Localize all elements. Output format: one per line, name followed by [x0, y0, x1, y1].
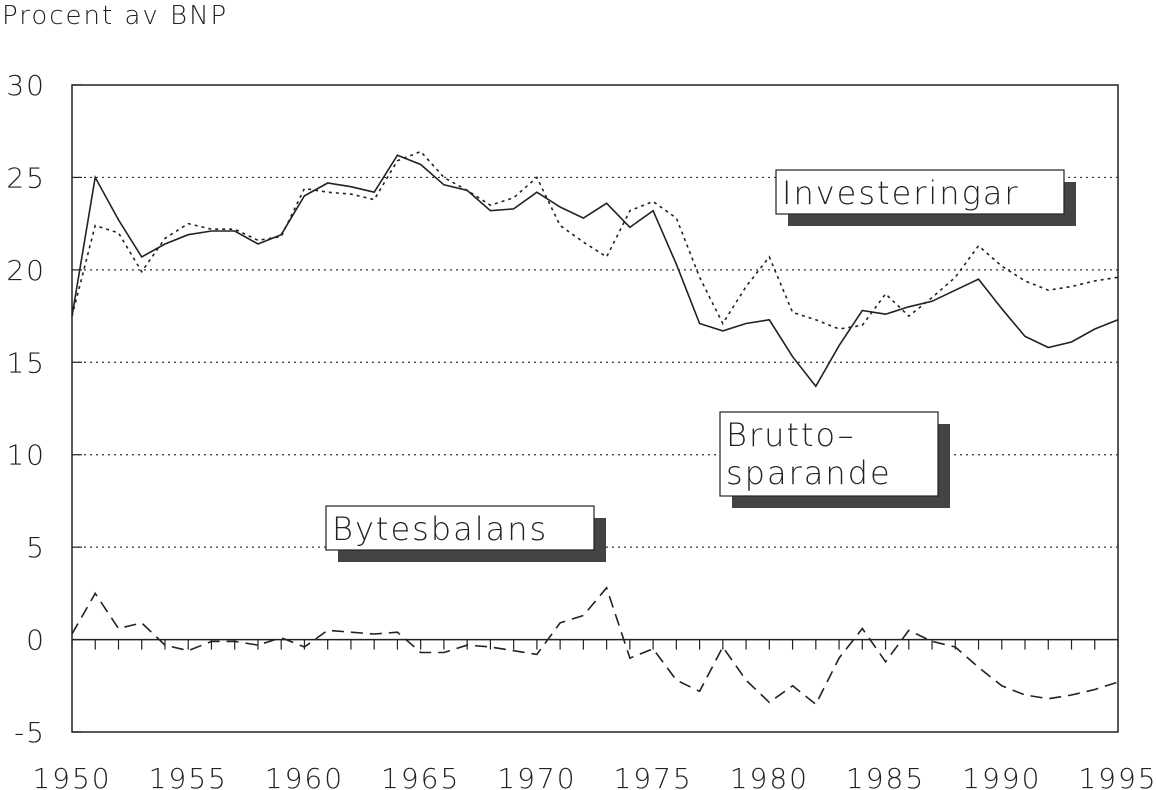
label-box — [325, 505, 595, 551]
x-tick-label: 1975 — [613, 762, 692, 790]
y-tick-label: 0 — [26, 624, 46, 657]
x-tick-label: 1960 — [265, 762, 344, 790]
x-tick-label: 1970 — [497, 762, 576, 790]
legend-label: Bytesbalans — [332, 510, 548, 548]
series-line — [71, 154, 1119, 388]
x-tick-label: 1980 — [730, 762, 809, 790]
legend-label: Investeringar — [782, 174, 1020, 212]
y-tick-label: 20 — [6, 254, 46, 287]
x-tick-label: 1990 — [962, 762, 1041, 790]
x-tick-label: 1965 — [381, 762, 460, 790]
y-tick-label: 10 — [6, 439, 46, 472]
plot-frame — [71, 84, 1119, 733]
x-tick-label: 1985 — [846, 762, 925, 790]
label-box — [719, 411, 939, 497]
y-tick-label: -5 — [14, 716, 46, 749]
series-line — [71, 586, 1119, 706]
legend-label: Brutto– — [726, 416, 856, 454]
x-tick-label: 1955 — [149, 762, 228, 790]
label-box — [775, 169, 1065, 215]
x-tick-label: 1950 — [32, 762, 111, 790]
y-axis-label: Procent av BNP — [2, 1, 228, 31]
y-tick-label: 15 — [6, 346, 46, 379]
y-tick-label: 30 — [6, 69, 46, 102]
y-tick-label: 5 — [26, 531, 46, 564]
y-tick-label: 25 — [6, 161, 46, 194]
x-tick-label: 1995 — [1078, 762, 1156, 790]
legend-label: sparande — [726, 454, 892, 492]
